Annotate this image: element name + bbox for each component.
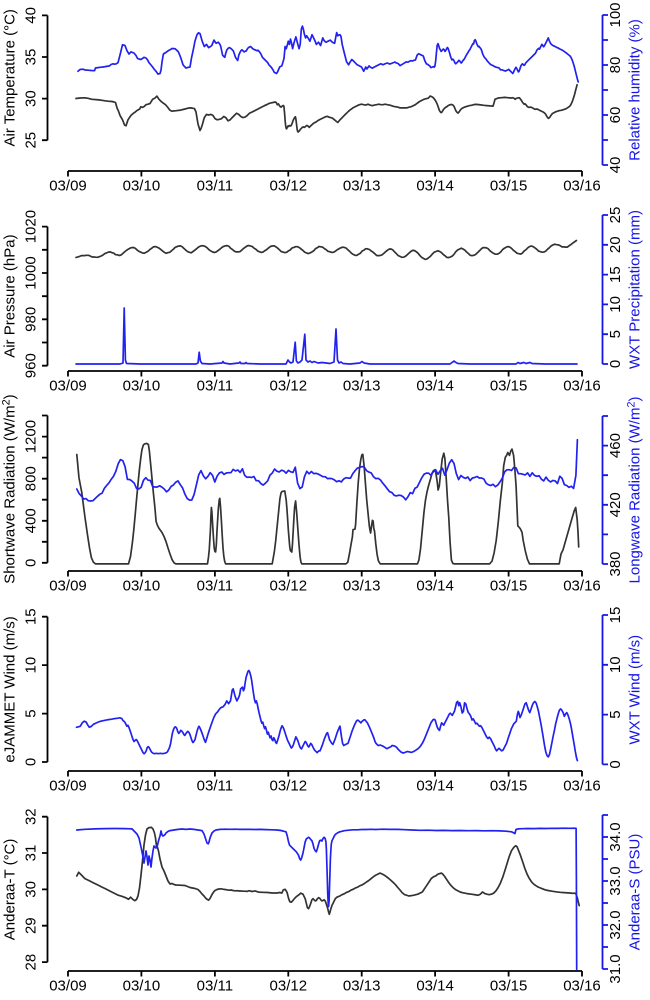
- svg-text:380: 380: [607, 551, 624, 576]
- svg-text:Shortwave Radiation (W/m2): Shortwave Radiation (W/m2): [1, 394, 19, 583]
- svg-text:32: 32: [23, 808, 40, 825]
- svg-text:03/09: 03/09: [49, 178, 87, 195]
- svg-text:03/12: 03/12: [270, 978, 308, 995]
- svg-text:960: 960: [23, 353, 40, 378]
- svg-text:1000: 1000: [23, 256, 40, 289]
- svg-text:03/16: 03/16: [563, 778, 601, 795]
- svg-text:40: 40: [23, 7, 40, 24]
- svg-text:100: 100: [607, 2, 624, 27]
- svg-text:03/12: 03/12: [270, 178, 308, 195]
- svg-text:03/10: 03/10: [123, 578, 161, 595]
- svg-text:32.0: 32.0: [607, 910, 624, 939]
- svg-text:15: 15: [607, 607, 624, 624]
- svg-text:460: 460: [607, 433, 624, 458]
- svg-text:35: 35: [23, 49, 40, 66]
- svg-text:03/11: 03/11: [197, 378, 233, 395]
- svg-text:03/13: 03/13: [343, 978, 381, 995]
- svg-text:10: 10: [23, 657, 40, 674]
- svg-text:03/14: 03/14: [416, 378, 454, 395]
- svg-text:29: 29: [23, 917, 40, 934]
- svg-text:03/11: 03/11: [197, 578, 233, 595]
- svg-text:0: 0: [23, 758, 40, 766]
- svg-text:03/10: 03/10: [123, 778, 161, 795]
- svg-text:10: 10: [607, 296, 624, 313]
- svg-text:5: 5: [607, 710, 624, 718]
- svg-text:03/09: 03/09: [49, 378, 87, 395]
- svg-text:Longwave Radiation (W/m2): Longwave Radiation (W/m2): [626, 397, 644, 584]
- svg-text:03/10: 03/10: [123, 178, 161, 195]
- svg-text:03/14: 03/14: [416, 978, 454, 995]
- svg-text:Air Pressure (hPa): Air Pressure (hPa): [2, 234, 19, 357]
- svg-text:400: 400: [23, 508, 40, 533]
- svg-text:03/09: 03/09: [49, 578, 87, 595]
- svg-text:800: 800: [23, 466, 40, 491]
- svg-text:30: 30: [23, 881, 40, 898]
- svg-text:03/16: 03/16: [563, 578, 601, 595]
- svg-text:03/14: 03/14: [416, 778, 454, 795]
- svg-text:03/11: 03/11: [197, 778, 233, 795]
- svg-text:03/13: 03/13: [343, 578, 381, 595]
- svg-text:60: 60: [607, 107, 624, 124]
- svg-text:03/11: 03/11: [197, 178, 233, 195]
- svg-text:03/12: 03/12: [270, 578, 308, 595]
- svg-text:03/10: 03/10: [123, 978, 161, 995]
- svg-text:03/10: 03/10: [123, 378, 161, 395]
- svg-text:20: 20: [607, 236, 624, 253]
- svg-text:33.0: 33.0: [607, 866, 624, 895]
- svg-text:40: 40: [607, 157, 624, 174]
- svg-text:15: 15: [607, 266, 624, 283]
- svg-text:Anderaa-T (°C): Anderaa-T (°C): [2, 839, 19, 941]
- svg-text:Air Temperature (°C): Air Temperature (°C): [2, 9, 19, 146]
- svg-text:03/16: 03/16: [563, 978, 601, 995]
- svg-text:03/15: 03/15: [490, 178, 528, 195]
- svg-text:30: 30: [23, 90, 40, 107]
- svg-text:5: 5: [23, 709, 40, 717]
- svg-text:03/11: 03/11: [197, 978, 233, 995]
- svg-text:980: 980: [23, 307, 40, 332]
- svg-text:03/09: 03/09: [49, 778, 87, 795]
- svg-text:03/12: 03/12: [270, 778, 308, 795]
- svg-text:WXT Wind (m/s): WXT Wind (m/s): [627, 635, 644, 745]
- svg-text:10: 10: [607, 656, 624, 673]
- svg-text:03/15: 03/15: [490, 778, 528, 795]
- svg-text:03/13: 03/13: [343, 178, 381, 195]
- svg-text:0: 0: [607, 760, 624, 768]
- svg-text:0: 0: [23, 559, 40, 567]
- svg-text:28: 28: [23, 954, 40, 971]
- svg-text:0: 0: [607, 360, 624, 368]
- svg-text:25: 25: [23, 132, 40, 149]
- svg-text:Anderaa-S (PSU): Anderaa-S (PSU): [627, 834, 644, 951]
- svg-text:03/13: 03/13: [343, 378, 381, 395]
- svg-text:31: 31: [23, 845, 40, 862]
- svg-text:03/14: 03/14: [416, 578, 454, 595]
- svg-text:03/16: 03/16: [563, 178, 601, 195]
- svg-text:03/14: 03/14: [416, 178, 454, 195]
- svg-text:5: 5: [607, 330, 624, 338]
- svg-text:WXT Precipitation (mm): WXT Precipitation (mm): [627, 210, 644, 369]
- svg-text:03/15: 03/15: [490, 978, 528, 995]
- svg-text:03/12: 03/12: [270, 378, 308, 395]
- svg-text:31.0: 31.0: [607, 954, 624, 983]
- svg-text:420: 420: [607, 492, 624, 517]
- svg-text:25: 25: [607, 207, 624, 224]
- svg-text:03/13: 03/13: [343, 778, 381, 795]
- svg-text:eJAMMET Wind (m/s): eJAMMET Wind (m/s): [2, 616, 19, 762]
- svg-text:Relative humidity (%): Relative humidity (%): [627, 19, 644, 161]
- svg-text:1200: 1200: [23, 420, 40, 453]
- svg-text:03/15: 03/15: [490, 578, 528, 595]
- svg-text:15: 15: [23, 608, 40, 625]
- svg-text:03/15: 03/15: [490, 378, 528, 395]
- svg-text:34.0: 34.0: [607, 822, 624, 851]
- svg-text:80: 80: [607, 57, 624, 74]
- svg-text:03/16: 03/16: [563, 378, 601, 395]
- svg-text:03/09: 03/09: [49, 978, 87, 995]
- svg-text:1020: 1020: [23, 210, 40, 243]
